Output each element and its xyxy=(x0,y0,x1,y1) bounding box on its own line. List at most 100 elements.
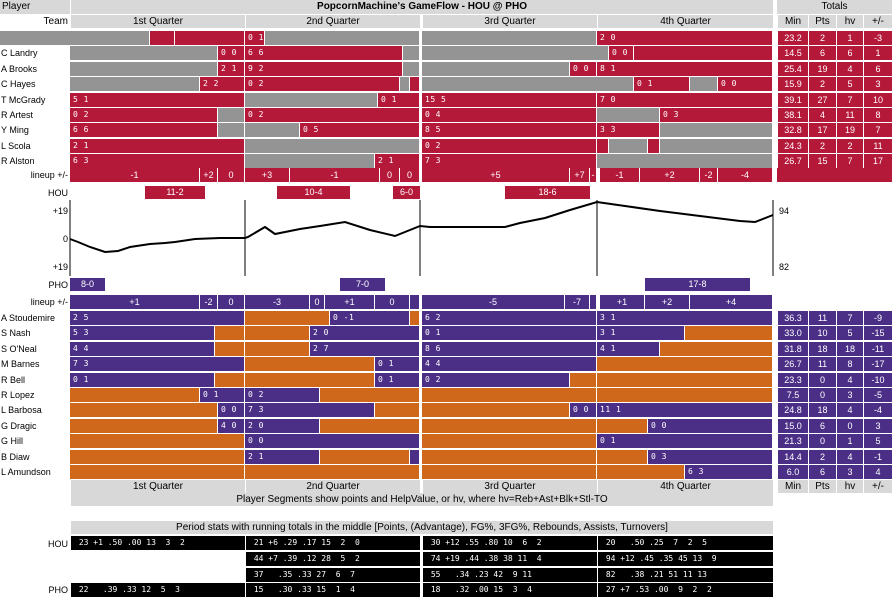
player-total-min: 33.0 xyxy=(778,326,808,341)
player-segment xyxy=(245,341,309,356)
quarter-header-1: 1st Quarter xyxy=(71,15,245,28)
player-total-pts: 18 xyxy=(809,403,836,418)
player-name[interactable]: R Artest xyxy=(1,110,34,120)
lineup-segment xyxy=(590,295,596,309)
player-name[interactable]: L Amundson xyxy=(1,467,51,477)
player-segment xyxy=(245,326,309,341)
player-total-plusminus: 10 xyxy=(864,92,892,107)
player-name[interactable]: R Alston xyxy=(1,156,35,167)
player-segment xyxy=(422,77,633,92)
footer-col-3: +/- xyxy=(864,480,892,493)
player-segment xyxy=(410,77,419,92)
lineup-segment: +1 xyxy=(70,295,199,309)
player-total-hv: 4 xyxy=(837,61,863,76)
player-name[interactable]: M Barnes xyxy=(1,359,40,370)
player-name[interactable]: G Hill xyxy=(1,436,23,447)
player-segment: 4 1 xyxy=(597,341,659,356)
player-segment xyxy=(685,326,772,341)
player-segment: 0 3 xyxy=(648,449,772,464)
period-stat-cell: 44 +7 .39 .12 28 5 2 xyxy=(246,552,420,566)
player-segment xyxy=(634,46,772,61)
player-segment: 3 1 xyxy=(597,326,684,341)
period-stat-cell: 23 +1 .50 .00 13 3 2 xyxy=(71,536,245,550)
player-segment xyxy=(150,31,174,45)
player-total-min: 25.4 xyxy=(778,61,808,76)
player-segment: 0 1 xyxy=(375,357,419,372)
period-stats-title: Period stats with running totals in the … xyxy=(71,521,773,534)
player-total-hv: 7 xyxy=(837,311,863,325)
footer-col-1: Pts xyxy=(809,480,836,493)
footer-col-2: hv xyxy=(837,480,863,493)
player-segment xyxy=(70,61,217,76)
player-name[interactable]: L Barbosa xyxy=(1,405,42,416)
player-name[interactable]: A Stoudemire xyxy=(1,313,56,323)
player-segment: 0 1 xyxy=(634,77,689,92)
player-segment: 4 4 xyxy=(70,341,214,356)
game-flow-chart xyxy=(69,200,774,276)
player-segment xyxy=(218,108,244,122)
player-segment: 0 0 xyxy=(570,61,596,76)
player-segment xyxy=(609,138,647,153)
player-total-min: 7.5 xyxy=(778,388,808,402)
player-total-min: 38.1 xyxy=(778,108,808,122)
player-segment xyxy=(660,341,772,356)
player-total-plusminus: -5 xyxy=(864,388,892,402)
player-name[interactable]: C Landry xyxy=(1,48,38,59)
pho-period-score: 7-0 xyxy=(340,278,385,291)
period-stats-pho-label: PHO xyxy=(48,585,68,595)
player-name[interactable]: C Hayes xyxy=(1,79,36,90)
player-segment: 2 0 xyxy=(310,326,419,341)
player-total-plusminus: -3 xyxy=(864,31,892,45)
player-segment xyxy=(597,357,772,372)
player-segment xyxy=(422,403,569,418)
player-total-pts: 27 xyxy=(809,92,836,107)
player-name[interactable]: R Lopez xyxy=(1,390,35,400)
player-name[interactable]: L Scola xyxy=(1,140,31,151)
player-segment xyxy=(265,31,419,45)
player-segment: 6 3 xyxy=(685,465,772,479)
player-segment: 9 2 xyxy=(245,61,402,76)
player-name[interactable]: G Dragic xyxy=(1,420,37,431)
lineup-segment: +4 xyxy=(690,295,772,309)
hou-team-label: HOU xyxy=(48,188,68,198)
period-stat-cell: 82 .38 .21 51 11 13 xyxy=(598,568,773,582)
player-name[interactable]: R Bell xyxy=(1,374,26,385)
player-segment: 2 5 xyxy=(70,311,244,325)
player-segment: 2 1 xyxy=(218,61,244,76)
player-row: B Diaw 2 1 0 3 14.4 2 4 -1 xyxy=(0,449,892,464)
player-name[interactable]: S Nash xyxy=(1,328,31,339)
flow-mid-label: 0 xyxy=(62,234,68,244)
player-segment: 0 2 xyxy=(70,108,217,122)
player-name[interactable]: S O'Neal xyxy=(1,343,37,354)
player-name[interactable]: B Diaw xyxy=(1,451,30,462)
player-total-pts: 10 xyxy=(809,326,836,341)
player-segment: 5 3 xyxy=(70,326,214,341)
player-segment xyxy=(70,77,199,92)
player-row: L Amundson 6 3 6.0 6 3 4 xyxy=(0,465,892,479)
player-total-hv: 2 xyxy=(837,138,863,153)
lineup-segment: +7 xyxy=(570,168,589,182)
segment-legend: Player Segments show points and HelpValu… xyxy=(71,493,773,506)
footer-quarter-4: 4th Quarter xyxy=(598,480,773,493)
player-segment xyxy=(375,403,419,418)
player-name[interactable]: Y Ming xyxy=(1,125,29,136)
player-name[interactable]: A Brooks xyxy=(1,63,38,74)
player-segment: 2 1 xyxy=(245,449,319,464)
player-segment xyxy=(245,465,419,479)
period-stat-cell: 21 +6 .29 .17 15 2 0 xyxy=(246,536,420,550)
player-name[interactable]: T McGrady xyxy=(1,94,46,105)
player-segment xyxy=(175,31,244,45)
lineup-segment: +5 xyxy=(422,168,569,182)
player-total-plusminus: -4 xyxy=(864,403,892,418)
player-total-plusminus: -11 xyxy=(864,341,892,356)
player-segment: 6 6 xyxy=(245,46,402,61)
player-segment xyxy=(400,77,409,92)
player-segment xyxy=(320,418,419,433)
player-segment xyxy=(597,418,647,433)
lineup-segment: -4 xyxy=(718,168,772,182)
